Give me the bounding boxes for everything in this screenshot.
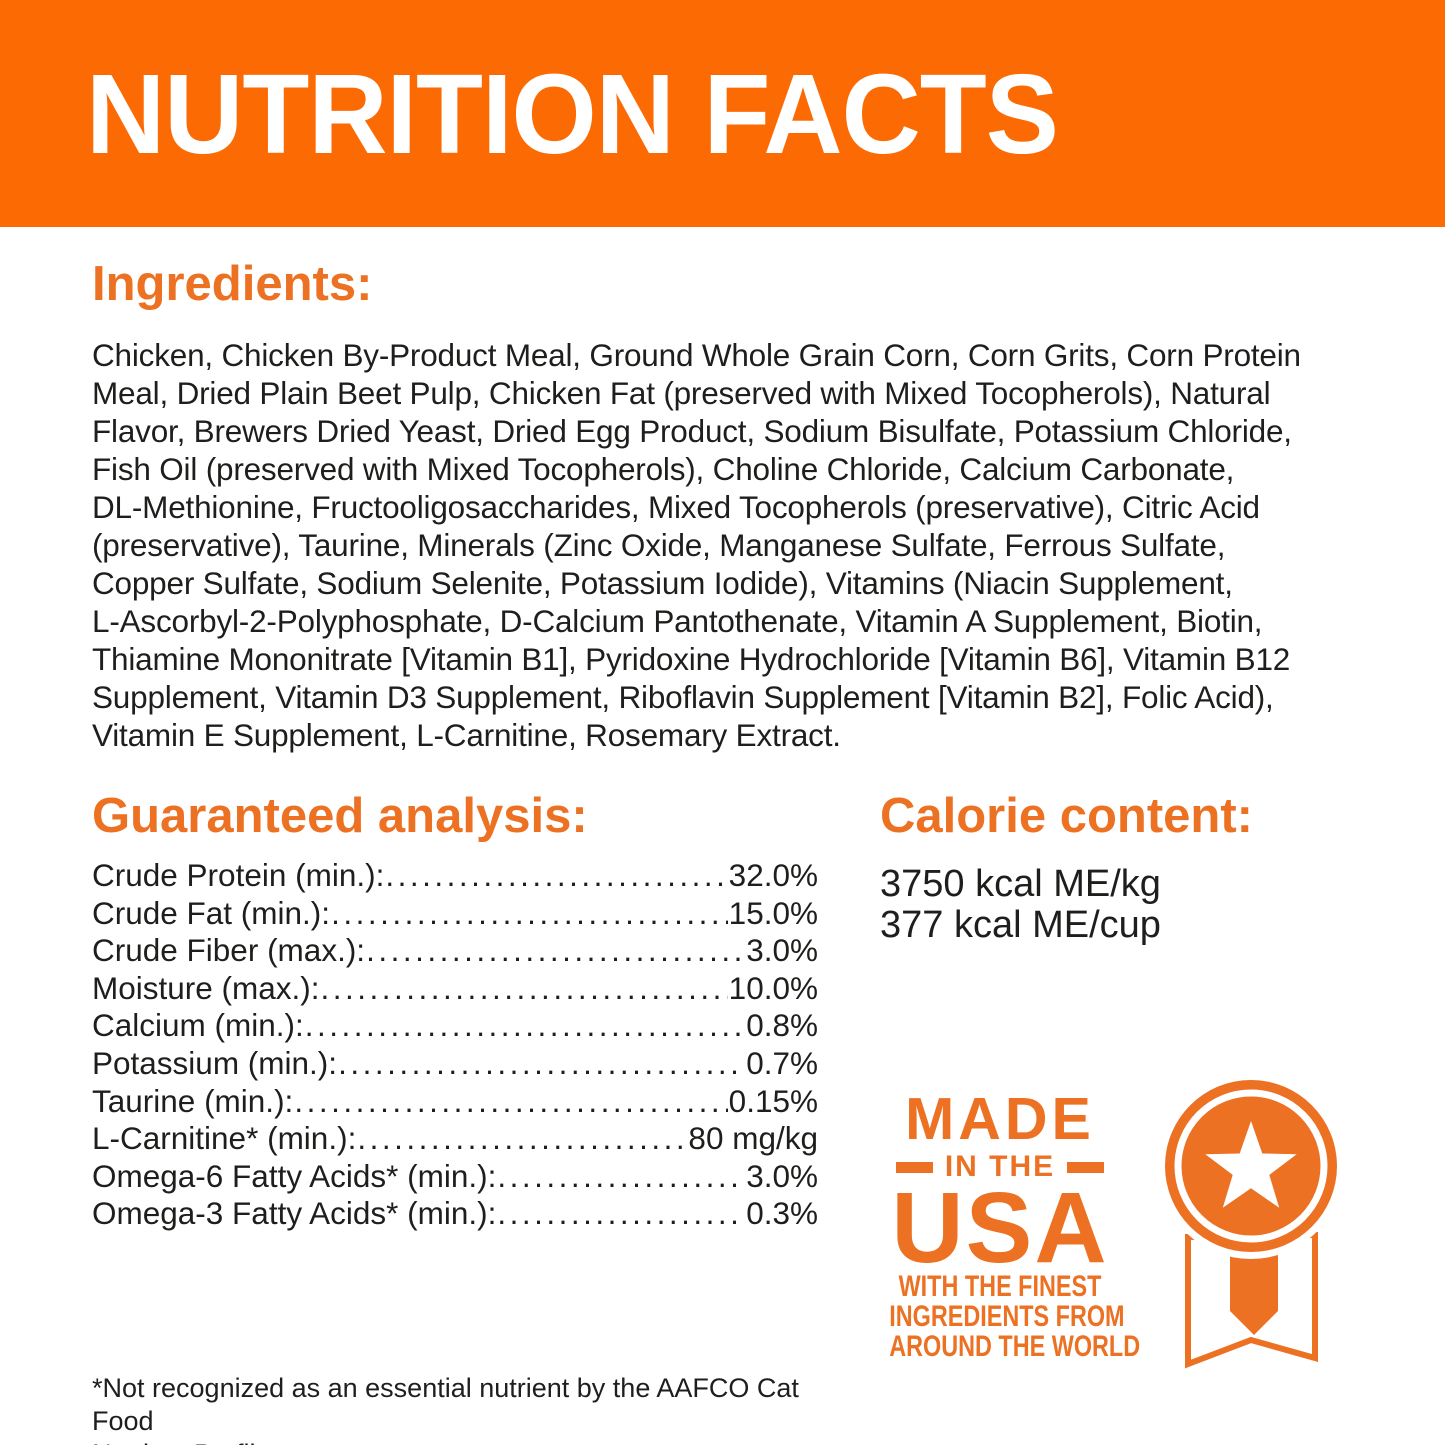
dot-leader — [338, 1045, 745, 1083]
page-title: NUTRITION FACTS — [86, 50, 1059, 177]
ingredients-heading: Ingredients: — [92, 257, 373, 311]
usa-subtext-line: AROUND THE WORLD — [889, 1330, 1141, 1363]
analysis-value: 0.3% — [746, 1195, 818, 1232]
analysis-label: L-Carnitine* (min.): — [92, 1120, 357, 1157]
analysis-row: L-Carnitine* (min.): 80 mg/kg — [92, 1120, 818, 1158]
calorie-content-heading: Calorie content: — [880, 789, 1253, 843]
analysis-label: Crude Protein (min.): — [92, 857, 385, 893]
analysis-row: Calcium (min.): 0.8% — [92, 1007, 818, 1045]
guaranteed-analysis-heading: Guaranteed analysis: — [92, 789, 588, 843]
header-band: NUTRITION FACTS — [0, 0, 1445, 227]
analysis-label: Taurine (min.): — [92, 1082, 294, 1119]
analysis-label: Crude Fat (min.): — [92, 894, 331, 931]
made-in-usa-wordmark: MADE IN THE USA WITH THE FINEST INGREDIE… — [858, 1086, 1142, 1362]
dot-leader — [497, 1158, 745, 1196]
analysis-row: Omega-6 Fatty Acids* (min.): 3.0% — [92, 1158, 818, 1196]
analysis-row: Potassium (min.): 0.7% — [92, 1045, 818, 1083]
dot-leader — [294, 1083, 727, 1121]
analysis-label: Calcium (min.): — [92, 1007, 304, 1044]
analysis-label: Potassium (min.): — [92, 1044, 338, 1081]
analysis-value: 0.8% — [746, 1007, 818, 1044]
dash-decoration — [1067, 1161, 1105, 1173]
dot-leader — [321, 970, 728, 1008]
analysis-row: Taurine (min.): 0.15% — [92, 1083, 818, 1121]
usa-subtext: WITH THE FINEST INGREDIENTS FROM AROUND … — [858, 1272, 1142, 1362]
usa-subtext-line: WITH THE FINEST — [898, 1270, 1102, 1303]
analysis-value: 0.15% — [728, 1082, 818, 1119]
dot-leader — [366, 932, 745, 970]
analysis-label: Moisture (max.): — [92, 969, 320, 1006]
analysis-row: Crude Fat (min.): 15.0% — [92, 895, 818, 933]
analysis-label: Omega-3 Fatty Acids* (min.): — [92, 1195, 497, 1232]
analysis-row: Moisture (max.): 10.0% — [92, 970, 818, 1008]
in-the-row: IN THE — [858, 1152, 1142, 1182]
analysis-value: 10.0% — [728, 969, 818, 1006]
dot-leader — [385, 857, 727, 895]
analysis-label: Crude Fiber (max.): — [92, 932, 366, 969]
dot-leader — [497, 1195, 745, 1233]
in-the-text: IN THE — [944, 1150, 1056, 1183]
calorie-values: 3750 kcal ME/kg 377 kcal ME/cup — [880, 863, 1161, 946]
award-ribbon-star-icon — [1163, 1077, 1339, 1369]
analysis-row: Omega-3 Fatty Acids* (min.): 0.3% — [92, 1195, 818, 1233]
analysis-value: 3.0% — [746, 1157, 818, 1194]
footnote: *Not recognized as an essential nutrient… — [92, 1373, 799, 1445]
guaranteed-analysis-list: Crude Protein (min.): 32.0% Crude Fat (mi… — [92, 857, 818, 1233]
dash-decoration — [895, 1161, 933, 1173]
analysis-value: 32.0% — [728, 857, 818, 893]
analysis-row: Crude Fiber (max.): 3.0% — [92, 932, 818, 970]
usa-subtext-line: INGREDIENTS FROM — [889, 1300, 1125, 1333]
dot-leader — [305, 1007, 745, 1045]
analysis-row: Crude Protein (min.): 32.0% — [92, 857, 818, 895]
usa-text: USA — [891, 1172, 1109, 1284]
analysis-value: 3.0% — [746, 932, 818, 969]
analysis-value: 0.7% — [746, 1044, 818, 1081]
dot-leader — [331, 895, 728, 933]
analysis-value: 15.0% — [728, 894, 818, 931]
dot-leader — [357, 1120, 687, 1158]
analysis-label: Omega-6 Fatty Acids* (min.): — [92, 1157, 497, 1194]
ingredients-text: Chicken, Chicken By-Product Meal, Ground… — [92, 337, 1301, 753]
analysis-value: 80 mg/kg — [688, 1120, 818, 1157]
made-text: MADE — [905, 1086, 1095, 1152]
